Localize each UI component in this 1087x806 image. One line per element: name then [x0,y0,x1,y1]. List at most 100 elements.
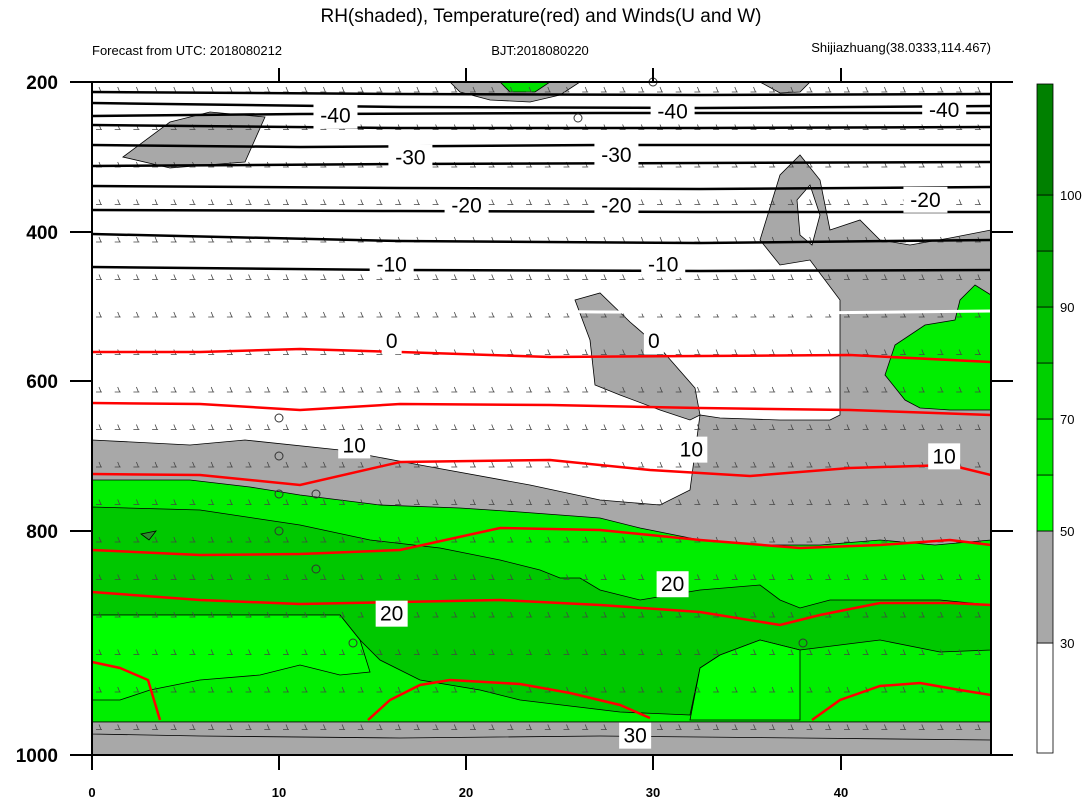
wind-barb [787,424,794,430]
wind-barb [189,274,196,280]
wind-barb [750,274,757,280]
wind-barb [376,499,383,505]
wind-barb [825,649,832,655]
wind-barb [395,86,402,93]
contour-label: 0 [648,330,660,353]
wind-barb [432,611,439,618]
wind-barb [881,649,888,655]
wind-barb [189,236,196,243]
calm-marker [274,526,284,536]
wind-barb [488,649,495,655]
wind-barb [96,461,102,468]
wind-barb [301,311,308,318]
wind-barb [189,311,196,318]
contour-label: -30 [395,147,425,170]
wind-barb [357,724,364,730]
wind-barb [582,386,589,393]
wind-barb [900,86,907,93]
wind-barb [657,236,663,243]
wind-barb [600,86,607,93]
wind-barb [488,461,495,468]
wind-barb [170,649,177,655]
wind-barb [918,274,925,280]
contour-label-box [444,192,489,219]
contour-red [811,681,991,722]
contour-line [92,208,991,214]
wind-barb [862,199,869,205]
wind-barb [526,386,533,393]
calm-marker [311,564,321,574]
wind-barb [806,386,813,393]
wind-barb [170,724,177,730]
wind-barb [357,424,364,430]
wind-barb [301,574,308,580]
wind-barb [152,574,159,580]
wind-barb [544,386,551,393]
wind-barb [806,686,813,693]
wind-barb [918,686,925,693]
wind-barb [357,461,364,468]
wind-barb [825,574,832,580]
wind-barb [96,311,102,318]
wind-barb [844,686,850,693]
wind-barb [600,424,607,430]
wind-barb [245,536,252,543]
wind-barb [114,236,121,243]
wind-barb [320,311,327,318]
wind-barb [357,611,364,618]
wind-barb [320,536,327,543]
wind-barb [264,461,271,468]
wind-barb [619,386,626,393]
wind-barb [470,574,476,580]
calm-marker [798,638,808,648]
wind-barb [470,311,476,318]
wind-barb [152,724,159,730]
x-tick-label: 0 [88,785,95,800]
wind-barb [507,574,514,580]
wind-barb [189,649,196,655]
wind-barb [769,649,776,655]
wind-barb [675,236,682,243]
wind-barb [657,649,663,655]
wind-barb [994,275,1000,280]
wind-barb [226,386,233,393]
wind-barb [301,649,308,655]
wind-barb [245,499,252,505]
wind-barb [152,649,159,655]
wind-barb [413,274,420,280]
wind-barb [283,611,289,618]
wind-barb [170,461,177,468]
colorbar-segment [1036,194,1054,252]
wind-barb [152,386,159,393]
wind-barb [694,236,701,243]
wind-barb [376,86,383,93]
wind-barb [787,724,794,730]
wind-barb [994,650,1000,655]
wind-barb [657,386,663,393]
wind-barb [357,649,364,655]
wind-barb [395,686,402,693]
wind-barb [787,86,794,93]
wind-barb [413,386,420,393]
wind-barb [96,649,102,655]
rh-region-gray-upper-right [759,82,811,94]
wind-barb [208,86,215,93]
wind-barb [713,686,720,693]
wind-barb [900,424,907,430]
wind-barb [264,686,271,693]
wind-barb [844,574,850,580]
contour-label-box [619,722,652,749]
wind-barb [507,499,514,505]
wind-barb [582,649,589,655]
y-tick-label: 400 [26,223,58,244]
rh-region-gray-upper-left [122,111,266,169]
wind-barb [956,199,963,205]
wind-barb [956,724,963,730]
wind-barb [769,386,776,393]
wind-barb [750,724,757,730]
wind-barb [488,611,495,618]
wind-barb [376,686,383,693]
wind-barb [787,461,794,468]
wind-barb [189,461,196,468]
wind-barb [488,424,495,430]
